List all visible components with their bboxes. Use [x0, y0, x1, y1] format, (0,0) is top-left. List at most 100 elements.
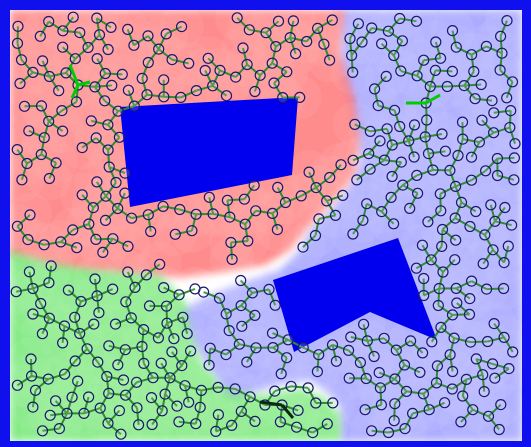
node-circle-icon: [71, 242, 83, 254]
node-circle-icon: [183, 396, 195, 408]
node-circle-icon: [57, 41, 69, 53]
red-tree-edge: [95, 237, 113, 241]
node-circle-icon: [207, 80, 219, 92]
red-tree-edge: [105, 195, 119, 210]
red-tree-edge: [81, 137, 97, 149]
node-circle-icon: [452, 149, 464, 162]
red-tree-edge: [316, 28, 325, 45]
green-tree-edge: [67, 289, 82, 303]
node-circle-icon: [307, 427, 319, 439]
node-circle-icon: [418, 54, 430, 66]
blue-tree-edge: [404, 412, 414, 430]
node-circle-icon: [506, 219, 518, 231]
red-tree-edge: [273, 82, 284, 99]
green-tree-edge: [178, 420, 196, 425]
node-circle-icon: [157, 200, 169, 212]
node-circle-icon: [404, 202, 416, 214]
node-circle-icon: [67, 11, 79, 23]
node-circle-icon: [390, 344, 402, 356]
node-circle-icon: [502, 240, 514, 252]
red-tree-edge: [302, 234, 317, 248]
node-circle-icon: [419, 131, 431, 143]
blue-tree-edge: [361, 203, 368, 221]
red-tree-edge: [96, 17, 112, 29]
node-circle-icon: [43, 277, 55, 289]
blue-tree-edge: [439, 193, 442, 211]
green-coverage-bubble: [98, 412, 143, 441]
green-tree-edge: [194, 407, 202, 424]
blue-tree-edge: [472, 408, 489, 418]
node-circle-icon: [347, 154, 359, 166]
node-circle-icon: [158, 91, 170, 103]
blue-tree-edge: [402, 184, 419, 195]
blue-tree-edge: [395, 349, 406, 366]
node-circle-icon: [138, 324, 150, 336]
red-tree-edge: [133, 35, 149, 47]
node-circle-icon: [457, 390, 469, 402]
blue-tree-edge: [471, 280, 488, 290]
blue-tree-edge: [493, 323, 505, 338]
blue-tree-edge: [486, 45, 503, 55]
green-tree-edge: [184, 384, 202, 392]
node-circle-icon: [430, 377, 443, 389]
green-tree-edge: [201, 386, 219, 392]
red-tree-edge: [131, 213, 149, 220]
blue-tree-edge: [379, 378, 396, 389]
node-circle-icon: [60, 67, 72, 79]
node-circle-icon: [168, 333, 180, 345]
node-circle-icon: [439, 397, 451, 409]
node-circle-icon: [466, 275, 478, 287]
blue-tree-edge: [425, 102, 428, 121]
node-circle-icon: [159, 388, 171, 400]
red-tree-edge: [289, 20, 295, 38]
node-circle-icon: [501, 15, 513, 27]
node-circle-icon: [284, 32, 296, 44]
blue-tree-edge: [395, 340, 412, 351]
blue-tree-edge: [380, 210, 395, 225]
node-circle-icon: [242, 235, 254, 247]
blue-coverage-bubble: [332, 102, 377, 147]
node-circle-icon: [450, 282, 462, 294]
node-circle-icon: [313, 349, 325, 361]
node-circle-icon: [486, 94, 498, 107]
blue-tree-edge: [470, 54, 475, 72]
node-circle-icon: [190, 418, 202, 430]
node-circle-icon: [88, 318, 100, 330]
node-circle-icon: [142, 30, 154, 42]
node-circle-icon: [43, 312, 56, 324]
node-circle-icon: [119, 167, 131, 179]
green-tree-edge: [73, 317, 81, 334]
node-circle-icon: [374, 382, 386, 394]
node-circle-icon: [498, 282, 510, 295]
node-circle-icon: [394, 12, 406, 25]
node-circle-icon: [119, 187, 131, 199]
blue-tree-edge: [481, 374, 486, 392]
blue-tree-edge: [438, 271, 444, 289]
node-circle-icon: [138, 357, 150, 369]
node-circle-icon: [110, 176, 122, 189]
node-circle-icon: [181, 328, 193, 340]
node-circle-icon: [394, 120, 406, 133]
red-tree-edge: [87, 34, 101, 49]
node-circle-icon: [55, 236, 67, 248]
node-circle-icon: [279, 196, 292, 209]
node-circle-icon: [53, 423, 66, 435]
node-circle-icon: [477, 369, 489, 381]
red-tree-edge: [271, 201, 287, 215]
node-circle-icon: [267, 342, 279, 354]
red-tree-edge: [204, 70, 214, 87]
red-tree-edge: [16, 26, 19, 44]
node-circle-icon: [27, 66, 39, 79]
blue-tree-edge: [349, 23, 360, 39]
node-circle-icon: [35, 297, 47, 310]
node-circle-icon: [142, 56, 154, 69]
blue-tree-edge: [471, 45, 487, 56]
red-coverage-bubble: [310, 10, 355, 42]
node-circle-icon: [425, 254, 437, 266]
blue-coverage-bubble: [491, 157, 522, 202]
blue-tree-edge: [436, 353, 451, 367]
node-circle-icon: [103, 340, 115, 352]
node-circle-icon: [92, 356, 104, 368]
node-circle-icon: [366, 22, 378, 34]
blue-coverage-bubble: [482, 185, 522, 230]
